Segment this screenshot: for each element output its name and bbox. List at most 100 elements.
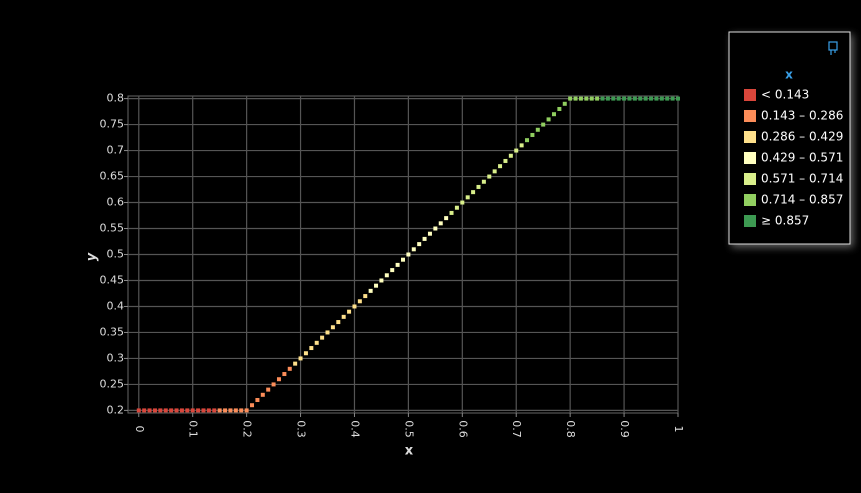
point [519,143,524,148]
point [206,408,211,413]
point [250,403,255,408]
point [481,179,486,184]
x-tick-label: 0.5 [402,420,415,438]
point [454,205,459,210]
point [476,184,481,189]
legend-label: 0.143 – 0.286 [761,109,843,123]
point [427,231,432,236]
point [352,304,357,309]
legend-label: < 0.143 [761,88,809,102]
point [347,309,352,314]
point [611,96,616,101]
point [600,96,605,101]
legend-swatch [744,194,756,206]
point [223,408,228,413]
point [390,268,395,273]
point [282,372,287,377]
point [330,325,335,330]
point [228,408,233,413]
x-tick-label: 0.3 [295,420,308,438]
point [638,96,643,101]
point [411,247,416,252]
point [196,408,201,413]
point [179,408,184,413]
point [632,96,637,101]
point [169,408,174,413]
point [557,106,562,111]
x-tick-label: 0.9 [618,420,631,438]
point [573,96,578,101]
x-tick-label: 0.6 [456,420,469,438]
x-tick-label: 0.1 [187,420,200,438]
point [487,174,492,179]
legend-swatch [744,110,756,122]
point [508,153,513,158]
point [266,387,271,392]
point [174,408,179,413]
point [498,164,503,169]
point [649,96,654,101]
point [401,257,405,262]
point [622,96,627,101]
point [449,210,454,215]
point [357,299,362,304]
point [562,101,567,106]
y-tick-label: 0.65 [100,170,125,183]
y-tick-label: 0.2 [107,403,125,416]
legend-title: x [785,68,793,82]
point [492,169,497,174]
point [271,382,276,387]
point [465,195,470,200]
point [578,96,583,101]
point [314,340,319,345]
point [298,356,303,361]
y-tick-label: 0.5 [107,248,125,261]
point [568,96,573,101]
point [190,408,195,413]
legend-swatch [744,215,756,227]
point [212,408,217,413]
legend-label: 0.286 – 0.429 [761,130,843,144]
point [163,408,168,413]
point [136,408,141,413]
x-tick-label: 0.8 [564,420,577,438]
legend-label: ≥ 0.857 [761,214,809,228]
point [444,216,449,221]
point [659,96,664,101]
y-tick-label: 0.7 [107,144,125,157]
point [525,138,530,143]
point [320,335,325,340]
legend-pin-icon[interactable] [828,41,838,55]
point [217,408,222,413]
x-tick-label: 0.4 [348,420,361,438]
point [395,262,400,267]
x-axis-label: x [405,444,414,459]
y-tick-label: 0.25 [100,377,125,390]
point [422,236,427,241]
point [379,278,384,283]
point [616,96,621,101]
point [293,361,298,366]
point [627,96,632,101]
point [368,288,373,293]
y-tick-label: 0.4 [107,299,125,312]
y-tick-label: 0.45 [100,273,125,286]
legend-label: 0.571 – 0.714 [761,172,843,186]
y-tick-label: 0.35 [100,325,125,338]
point [336,320,341,325]
point [654,96,659,101]
point [417,242,422,247]
point [514,148,519,153]
point [541,122,546,127]
point [201,408,206,413]
point [384,273,389,278]
point [276,377,281,382]
legend: x < 0.143 0.143 – 0.286 0.286 – 0.429 0.429… [728,31,851,245]
point [142,408,147,413]
point [551,112,556,117]
point [147,408,152,413]
legend-swatch [744,131,756,143]
x-tick-label: 0.2 [241,420,254,438]
legend-swatch [744,173,756,185]
